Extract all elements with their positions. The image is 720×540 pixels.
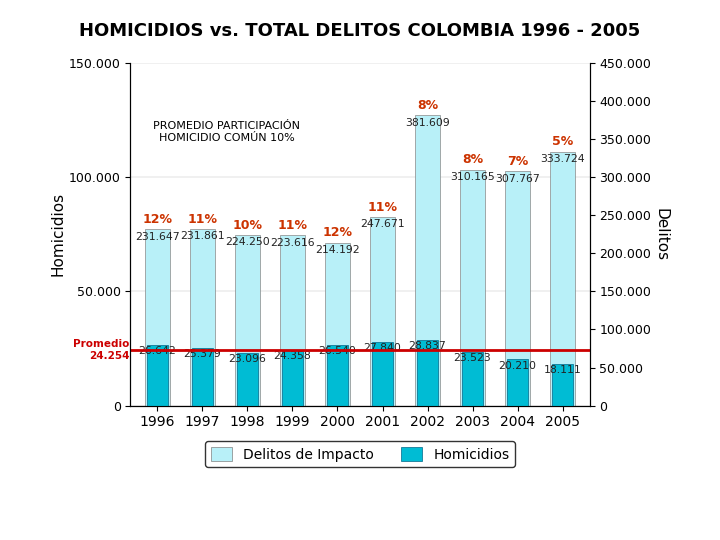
Y-axis label: Homicidios: Homicidios xyxy=(51,192,66,276)
Text: PROMEDIO PARTICIPACIÓN
HOMICIDIO COMÚN 10%: PROMEDIO PARTICIPACIÓN HOMICIDIO COMÚN 1… xyxy=(153,122,300,143)
Text: 20.210: 20.210 xyxy=(498,361,536,370)
Text: 214.192: 214.192 xyxy=(315,245,360,255)
Bar xyxy=(325,242,350,406)
Bar xyxy=(372,342,392,406)
Bar xyxy=(280,235,305,406)
Bar xyxy=(462,352,482,406)
Y-axis label: Delitos: Delitos xyxy=(654,208,669,261)
Text: 26.642: 26.642 xyxy=(138,346,176,356)
Legend: Delitos de Impacto, Homicidios: Delitos de Impacto, Homicidios xyxy=(205,441,515,467)
Bar xyxy=(192,348,212,406)
Text: 12%: 12% xyxy=(143,213,172,226)
Text: 11%: 11% xyxy=(187,213,217,226)
Text: 231.647: 231.647 xyxy=(135,232,180,241)
Text: 24.358: 24.358 xyxy=(274,351,311,361)
Text: 28.837: 28.837 xyxy=(409,341,446,351)
Bar xyxy=(505,171,530,406)
Bar xyxy=(552,364,572,406)
Text: 11%: 11% xyxy=(277,219,307,232)
Text: 7%: 7% xyxy=(507,155,528,168)
Bar xyxy=(190,229,215,406)
Bar xyxy=(328,345,348,406)
Bar xyxy=(145,230,170,406)
Bar xyxy=(460,170,485,406)
Text: 11%: 11% xyxy=(367,201,397,214)
Bar xyxy=(415,115,440,406)
Bar xyxy=(282,350,302,406)
Text: 23.096: 23.096 xyxy=(228,354,266,364)
Text: 12%: 12% xyxy=(323,226,353,239)
Text: 307.767: 307.767 xyxy=(495,174,540,184)
Text: 25.379: 25.379 xyxy=(184,349,221,359)
Text: 381.609: 381.609 xyxy=(405,118,450,127)
Text: 310.165: 310.165 xyxy=(450,172,495,182)
Text: 27.840: 27.840 xyxy=(364,343,402,353)
Bar xyxy=(370,217,395,406)
Text: 231.861: 231.861 xyxy=(180,232,225,241)
Text: 10%: 10% xyxy=(233,219,262,232)
Text: HOMICIDIOS vs. TOTAL DELITOS COLOMBIA 1996 - 2005: HOMICIDIOS vs. TOTAL DELITOS COLOMBIA 19… xyxy=(79,22,641,39)
Text: 247.671: 247.671 xyxy=(360,219,405,230)
Text: 223.616: 223.616 xyxy=(270,238,315,248)
Text: 18.111: 18.111 xyxy=(544,366,582,375)
Bar xyxy=(148,345,168,406)
Bar xyxy=(508,360,528,406)
Text: 8%: 8% xyxy=(462,153,483,166)
Bar xyxy=(238,353,258,406)
Text: 5%: 5% xyxy=(552,135,573,148)
Text: 8%: 8% xyxy=(417,99,438,112)
Text: 224.250: 224.250 xyxy=(225,237,270,247)
Bar xyxy=(235,235,260,406)
Bar xyxy=(550,152,575,406)
Bar xyxy=(418,340,438,406)
Text: 26.540: 26.540 xyxy=(318,346,356,356)
Text: 333.724: 333.724 xyxy=(540,154,585,164)
Text: Promedio
24.254: Promedio 24.254 xyxy=(73,340,130,361)
Text: 23.523: 23.523 xyxy=(454,353,492,363)
